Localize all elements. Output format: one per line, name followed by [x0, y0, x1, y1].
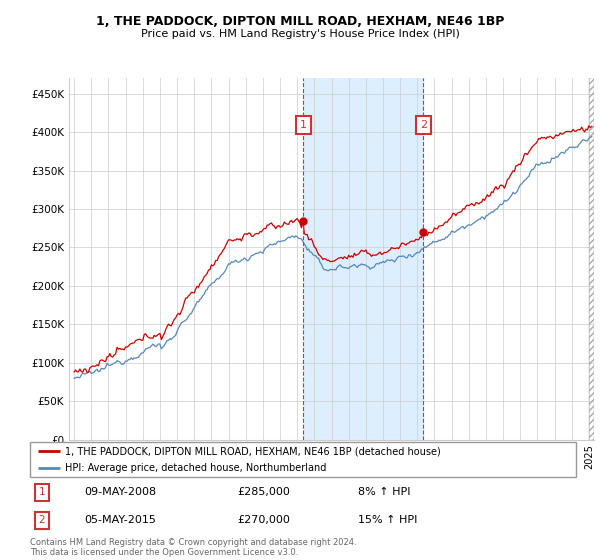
Text: Price paid vs. HM Land Registry's House Price Index (HPI): Price paid vs. HM Land Registry's House … — [140, 29, 460, 39]
Text: 1: 1 — [299, 120, 307, 130]
FancyBboxPatch shape — [30, 442, 576, 477]
Text: 2: 2 — [38, 515, 46, 525]
Text: 15% ↑ HPI: 15% ↑ HPI — [358, 515, 417, 525]
Text: £285,000: £285,000 — [238, 487, 290, 497]
Text: 09-MAY-2008: 09-MAY-2008 — [85, 487, 157, 497]
Text: £270,000: £270,000 — [238, 515, 290, 525]
Text: 2: 2 — [420, 120, 427, 130]
Text: 8% ↑ HPI: 8% ↑ HPI — [358, 487, 410, 497]
Text: HPI: Average price, detached house, Northumberland: HPI: Average price, detached house, Nort… — [65, 464, 327, 473]
Text: 1, THE PADDOCK, DIPTON MILL ROAD, HEXHAM, NE46 1BP (detached house): 1, THE PADDOCK, DIPTON MILL ROAD, HEXHAM… — [65, 446, 441, 456]
Text: 05-MAY-2015: 05-MAY-2015 — [85, 515, 157, 525]
Text: Contains HM Land Registry data © Crown copyright and database right 2024.
This d: Contains HM Land Registry data © Crown c… — [30, 538, 356, 557]
Text: 1, THE PADDOCK, DIPTON MILL ROAD, HEXHAM, NE46 1BP: 1, THE PADDOCK, DIPTON MILL ROAD, HEXHAM… — [96, 15, 504, 27]
Text: 1: 1 — [38, 487, 46, 497]
